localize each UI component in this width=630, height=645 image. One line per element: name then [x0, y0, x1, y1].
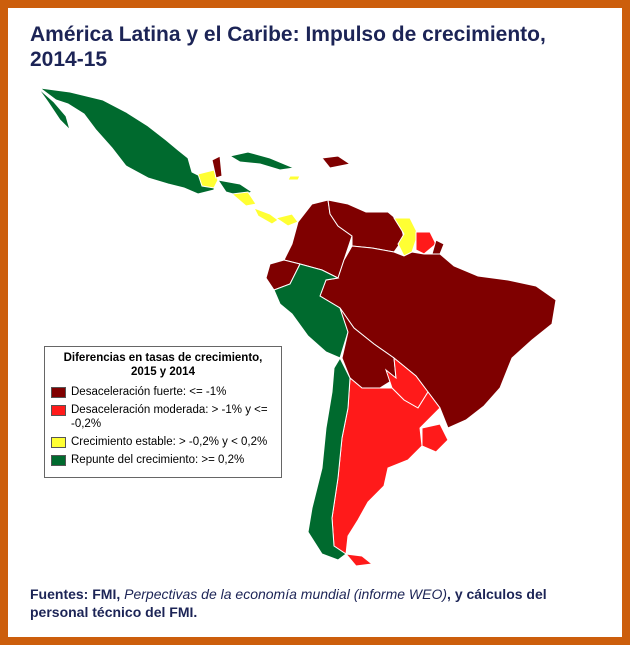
- country: [38, 87, 217, 195]
- country: [344, 553, 374, 567]
- title: América Latina y el Caribe: Impulso de c…: [30, 23, 546, 71]
- map: [37, 87, 557, 567]
- country: [230, 191, 257, 207]
- country: [228, 151, 296, 171]
- legend-swatch: [51, 387, 66, 398]
- legend-swatch: [51, 455, 66, 466]
- country: [252, 207, 279, 225]
- legend-label: Repunte del crecimiento: >= 0,2%: [71, 454, 245, 466]
- legend-items: Desaceleración fuerte: <= -1% Desacelerac…: [51, 385, 275, 467]
- legend: Diferencias en tasas de crecimiento, 201…: [44, 346, 282, 478]
- legend-item: Crecimiento estable: > -0,2% y < 0,2%: [51, 435, 275, 449]
- source-publication: Perpectivas de la economía mundial (info…: [124, 586, 448, 602]
- legend-item: Desaceleración fuerte: <= -1%: [51, 385, 275, 399]
- country: [37, 87, 72, 132]
- country: [321, 155, 352, 169]
- legend-item: Repunte del crecimiento: >= 0,2%: [51, 453, 275, 467]
- legend-swatch: [51, 405, 66, 416]
- country: [274, 213, 299, 227]
- legend-title: Diferencias en tasas de crecimiento, 201…: [63, 352, 263, 378]
- legend-label: Desaceleración moderada: > -1% y <= -0,2…: [71, 404, 268, 430]
- legend-item: Desaceleración moderada: > -1% y <= -0,2…: [51, 403, 275, 431]
- legend-label: Desaceleración fuerte: <= -1%: [71, 386, 227, 398]
- source-note: Fuentes: FMI, Perpectivas de la economía…: [30, 585, 600, 621]
- country: [287, 175, 301, 181]
- country: [197, 169, 219, 189]
- country: [307, 356, 351, 561]
- country: [421, 423, 449, 453]
- source-rest: , y cálculos del personal técnico del FM…: [30, 586, 547, 620]
- country: [415, 231, 437, 255]
- country: [211, 155, 223, 179]
- legend-label: Crecimiento estable: > -0,2% y < 0,2%: [71, 436, 268, 448]
- source-lead: Fuentes: FMI,: [30, 586, 121, 602]
- legend-swatch: [51, 437, 66, 448]
